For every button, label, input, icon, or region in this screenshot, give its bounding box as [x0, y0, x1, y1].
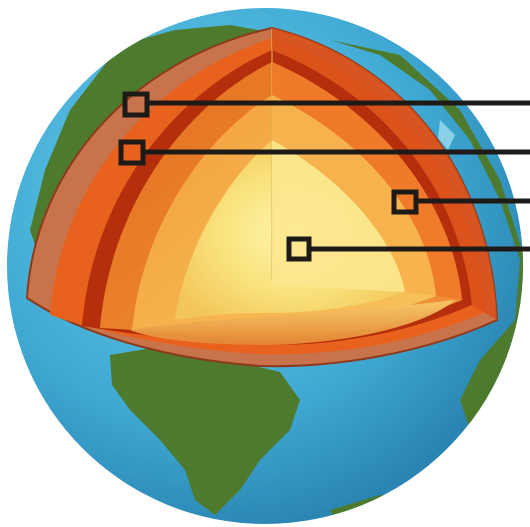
callout-mantle — [118, 139, 530, 166]
land-south-america — [110, 345, 300, 515]
callout-outer-core — [391, 189, 530, 215]
right-face-shading — [272, 28, 497, 320]
callout-inner-core — [286, 236, 530, 262]
ice-highlight — [438, 120, 455, 150]
callout-crust — [122, 91, 530, 118]
bottom-face — [130, 300, 455, 345]
right-face-outer-core — [272, 95, 436, 296]
right-face-inner-core — [272, 140, 405, 292]
cutaway-wedge — [25, 26, 499, 368]
callouts — [118, 91, 530, 262]
right-face-mantle — [272, 62, 462, 300]
